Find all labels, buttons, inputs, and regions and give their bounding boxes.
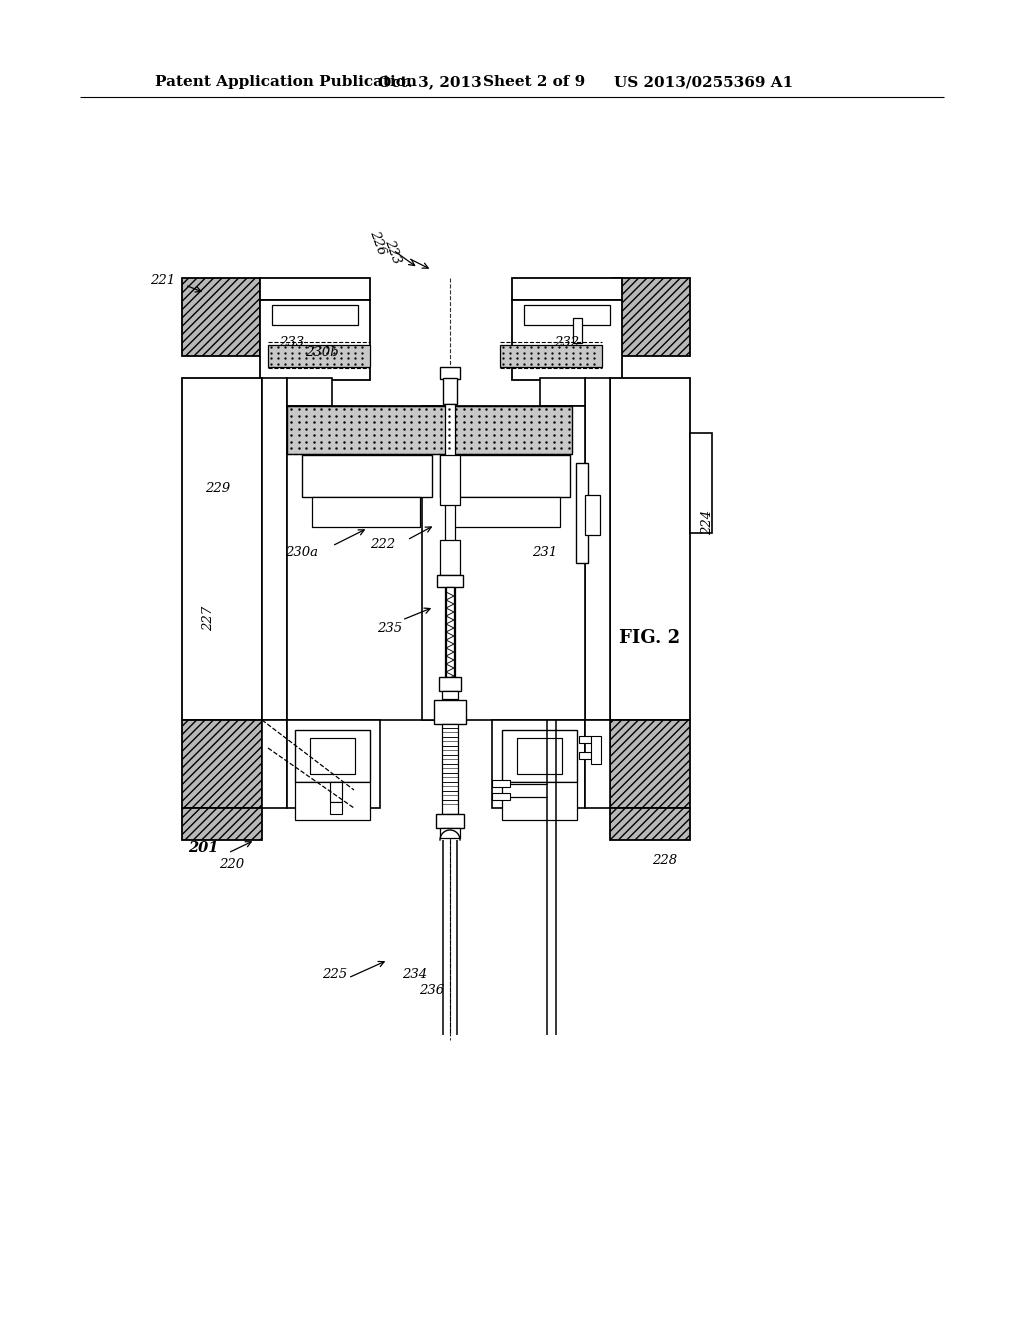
Text: 230b: 230b xyxy=(305,346,339,359)
Bar xyxy=(443,378,457,404)
Bar xyxy=(439,677,461,690)
Bar xyxy=(440,828,460,838)
Bar xyxy=(295,781,370,820)
Text: 228: 228 xyxy=(652,854,678,866)
Text: 221: 221 xyxy=(150,273,175,286)
Text: 226: 226 xyxy=(368,228,388,257)
Text: Patent Application Publication: Patent Application Publication xyxy=(155,75,417,88)
Bar xyxy=(690,433,712,533)
Text: 224: 224 xyxy=(701,510,715,535)
Text: 232: 232 xyxy=(554,335,580,348)
Bar xyxy=(310,738,355,774)
Bar xyxy=(260,279,370,300)
Bar xyxy=(446,587,454,677)
Bar xyxy=(182,719,262,808)
Bar xyxy=(500,345,602,367)
Bar xyxy=(573,318,582,343)
Bar xyxy=(262,378,287,719)
Bar xyxy=(287,378,332,407)
Bar xyxy=(610,808,690,840)
Bar xyxy=(579,737,591,743)
Bar xyxy=(452,498,560,527)
Bar xyxy=(585,719,610,808)
Text: Sheet 2 of 9: Sheet 2 of 9 xyxy=(483,75,586,88)
Bar xyxy=(575,463,588,564)
Bar xyxy=(512,279,622,300)
Bar xyxy=(437,576,463,587)
Bar xyxy=(330,781,342,803)
Text: 234: 234 xyxy=(402,969,428,982)
Bar xyxy=(440,367,460,379)
Bar xyxy=(610,378,690,719)
Bar xyxy=(610,719,690,808)
Bar xyxy=(182,279,260,356)
Bar xyxy=(436,814,464,828)
Bar xyxy=(434,700,466,723)
Bar xyxy=(330,803,342,814)
Bar xyxy=(524,305,610,325)
Text: Oct. 3, 2013: Oct. 3, 2013 xyxy=(378,75,481,88)
Bar xyxy=(440,455,570,498)
Bar xyxy=(440,540,460,576)
Bar xyxy=(260,300,370,380)
Text: 227: 227 xyxy=(203,606,215,631)
Bar xyxy=(312,498,420,527)
Bar xyxy=(442,723,458,814)
Text: 225: 225 xyxy=(323,969,347,982)
Text: US 2013/0255369 A1: US 2013/0255369 A1 xyxy=(614,75,794,88)
Text: 220: 220 xyxy=(219,858,245,871)
Bar xyxy=(492,780,510,787)
Bar xyxy=(182,808,262,840)
Bar xyxy=(268,345,370,367)
Bar xyxy=(262,719,287,808)
Bar xyxy=(287,407,572,454)
Text: 223: 223 xyxy=(383,238,403,267)
Bar xyxy=(302,455,432,498)
Text: FIG. 2: FIG. 2 xyxy=(620,630,681,647)
Bar xyxy=(272,305,358,325)
Bar xyxy=(182,378,262,719)
Text: 231: 231 xyxy=(532,545,557,558)
Bar xyxy=(579,752,591,759)
Text: 236: 236 xyxy=(420,983,444,997)
Bar xyxy=(540,378,585,407)
Text: 235: 235 xyxy=(378,622,402,635)
Bar xyxy=(445,404,455,694)
Bar xyxy=(512,300,622,380)
Bar xyxy=(591,737,601,764)
Bar xyxy=(422,407,585,719)
Text: 201: 201 xyxy=(187,841,218,855)
Bar xyxy=(287,407,450,719)
Bar xyxy=(517,738,562,774)
Bar xyxy=(502,781,577,820)
Bar xyxy=(585,378,610,719)
Bar xyxy=(502,730,577,781)
Text: 229: 229 xyxy=(206,482,230,495)
Bar xyxy=(492,793,510,800)
Text: 230a: 230a xyxy=(285,545,318,558)
Bar xyxy=(295,730,370,781)
Bar xyxy=(440,455,460,506)
Bar xyxy=(442,690,458,700)
Text: 233: 233 xyxy=(280,335,304,348)
Text: 222: 222 xyxy=(370,539,395,552)
Bar xyxy=(612,279,690,356)
Bar xyxy=(492,719,585,808)
Bar xyxy=(287,719,380,808)
Bar xyxy=(585,495,600,535)
